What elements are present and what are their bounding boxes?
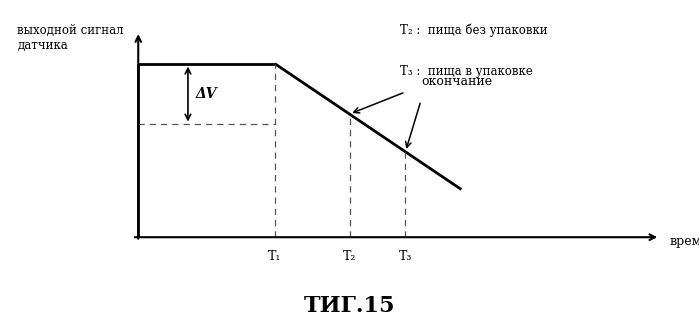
Text: T₃: T₃ bbox=[398, 250, 412, 263]
Text: время: время bbox=[670, 235, 699, 248]
Text: T₁: T₁ bbox=[268, 250, 282, 263]
Text: T₂: T₂ bbox=[343, 250, 356, 263]
Text: ΔV: ΔV bbox=[196, 87, 217, 101]
Text: T₃ :  пища в упаковке: T₃ : пища в упаковке bbox=[400, 65, 533, 78]
Text: выходной сигнал
датчика: выходной сигнал датчика bbox=[17, 23, 124, 51]
Text: T₂ :  пища без упаковки: T₂ : пища без упаковки bbox=[400, 23, 547, 37]
Text: ΤИГ.15: ΤИГ.15 bbox=[304, 295, 395, 317]
Text: окончание: окончание bbox=[421, 74, 492, 88]
